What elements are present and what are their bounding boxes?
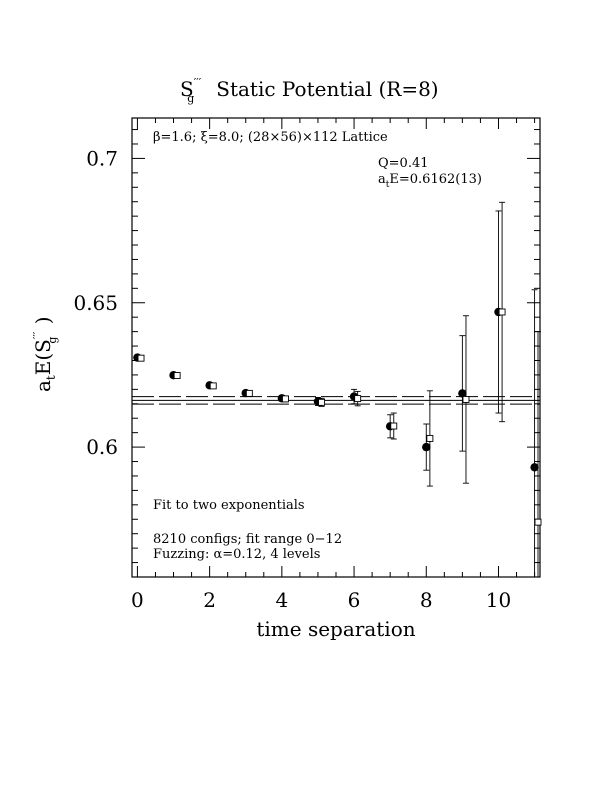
x-tick-label: 4: [275, 588, 288, 612]
y-tick-labels: 0.6 0.65 0.7: [73, 146, 118, 459]
data-point-circle: [422, 442, 431, 452]
x-tick-label: 8: [420, 588, 433, 612]
x-tick-labels: 0 2 4 6 8 10: [131, 588, 511, 612]
data-point-circle: [458, 389, 467, 398]
annotation-fit-type: Fit to two exponentials: [153, 498, 305, 513]
x-tick-label: 10: [486, 588, 511, 612]
annotation-energy: atE=0.6162(13): [378, 172, 482, 190]
annotation-configs: 8210 configs; fit range 0−12: [153, 532, 342, 547]
data-point-square: [137, 354, 145, 362]
data-point-square: [462, 396, 470, 403]
data-point-square: [173, 372, 181, 379]
y-tick-label: 0.7: [86, 146, 118, 170]
annotation-lattice: β=1.6; ξ=8.0; (28×56)×112 Lattice: [153, 130, 388, 145]
y-tick-label: 0.6: [86, 435, 118, 459]
data-point-square: [245, 389, 253, 397]
x-axis-label: time separation: [256, 617, 415, 641]
data-points: [133, 201, 542, 577]
fit-band: [132, 396, 540, 405]
data-point-circle: [530, 463, 539, 472]
x-tick-label: 6: [348, 588, 361, 612]
data-point-square: [498, 308, 506, 316]
x-tick-label: 0: [131, 588, 144, 612]
data-point-square: [318, 398, 326, 406]
annotation-fuzzing: Fuzzing: α=0.12, 4 levels: [153, 547, 320, 562]
data-point-square: [534, 518, 542, 526]
chart-title: S′′′ g Static Potential (R=8): [180, 76, 439, 105]
data-point-square: [282, 395, 289, 403]
x-tick-label: 2: [203, 588, 216, 612]
annotation-q-value: Q=0.41: [378, 156, 429, 171]
data-point-square: [354, 395, 362, 403]
y-axis-label: atE(S′′′g ): [31, 316, 59, 392]
y-tick-label: 0.65: [73, 291, 118, 315]
data-point-square: [390, 422, 398, 430]
data-point-square: [426, 434, 434, 442]
data-point-square: [209, 382, 217, 390]
